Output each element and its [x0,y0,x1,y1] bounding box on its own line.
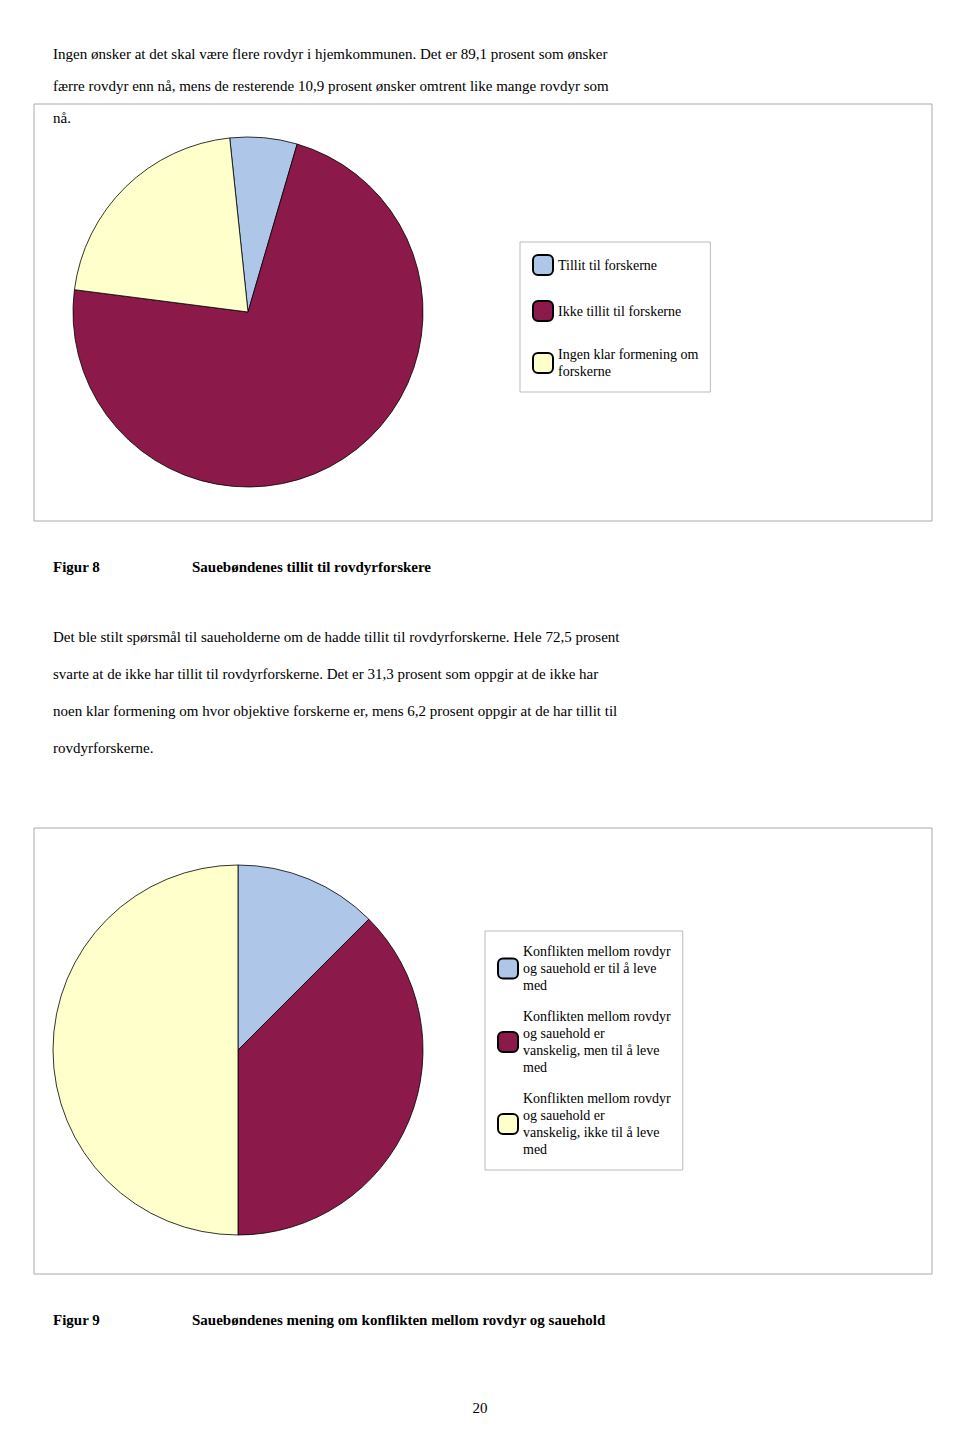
svg-text:Konflikten mellom rovdyr: Konflikten mellom rovdyr [523,1091,671,1106]
svg-text:rovdyrforskerne.: rovdyrforskerne. [53,740,153,756]
svg-text:Det ble stilt spørsmål til sau: Det ble stilt spørsmål til saueholderne … [53,629,620,645]
svg-text:forskerne: forskerne [558,364,611,379]
svg-text:vanskelig, men til å leve: vanskelig, men til å leve [523,1043,659,1058]
svg-text:Tillit til forskerne: Tillit til forskerne [558,258,657,273]
svg-text:Ikke tillit til forskerne: Ikke tillit til forskerne [558,304,681,319]
svg-text:Sauebøndenes mening om konflik: Sauebøndenes mening om konflikten mellom… [192,1312,606,1328]
svg-text:Figur 8: Figur 8 [53,559,100,575]
svg-text:noen klar formening om hvor ob: noen klar formening om hvor objektive fo… [53,703,617,719]
svg-text:nå.: nå. [53,110,71,126]
svg-text:Figur 9: Figur 9 [53,1312,100,1328]
svg-text:svarte at de ikke har tillit t: svarte at de ikke har tillit til rovdyrf… [53,666,598,682]
svg-text:vanskelig, ikke til å leve: vanskelig, ikke til å leve [523,1125,659,1140]
svg-text:og sauehold er: og sauehold er [523,1108,605,1123]
svg-text:med: med [523,1060,547,1075]
svg-text:og sauehold er til å leve: og sauehold er til å leve [523,961,656,976]
svg-text:med: med [523,1142,547,1157]
svg-text:Ingen klar formening om: Ingen klar formening om [558,347,698,362]
svg-text:Ingen ønsker at det skal være: Ingen ønsker at det skal være flere rovd… [53,46,607,62]
svg-text:færre rovdyr enn nå, mens de r: færre rovdyr enn nå, mens de resterende … [53,78,609,94]
svg-text:Konflikten mellom rovdyr: Konflikten mellom rovdyr [523,944,671,959]
svg-text:Sauebøndenes tillit til rovdyr: Sauebøndenes tillit til rovdyrforskere [192,559,431,575]
svg-text:og sauehold er: og sauehold er [523,1026,605,1041]
svg-text:20: 20 [473,1400,488,1416]
svg-text:Konflikten mellom rovdyr: Konflikten mellom rovdyr [523,1009,671,1024]
svg-text:med: med [523,978,547,993]
